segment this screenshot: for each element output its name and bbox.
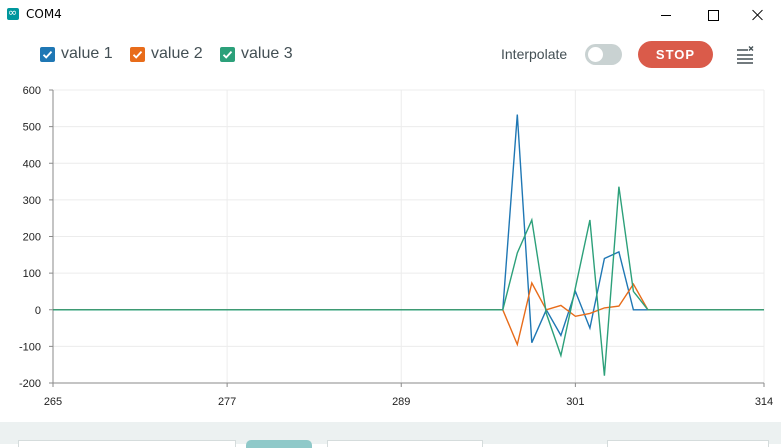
- series-line-value-2: [53, 281, 764, 347]
- close-icon: [752, 9, 764, 21]
- legend-value-2[interactable]: value 2: [130, 45, 203, 63]
- stop-button[interactable]: STOP: [638, 41, 713, 68]
- checkbox-value-1[interactable]: [40, 46, 55, 62]
- legend-value-1[interactable]: value 1: [40, 45, 113, 63]
- y-tick-label: 100: [23, 268, 41, 280]
- x-tick-label: 289: [392, 396, 410, 408]
- bottom-bar: [0, 422, 781, 448]
- y-axis-ticks: 600 500 400 300 200 100 0 -100 -200: [19, 85, 53, 390]
- x-tick-label: 314: [755, 396, 773, 408]
- y-tick-label: 200: [23, 232, 41, 244]
- x-axis-ticks: 265 277 289 301 314: [44, 383, 773, 408]
- interpolate-label: Interpolate: [501, 46, 568, 62]
- x-tick-label: 265: [44, 396, 62, 408]
- y-tick-label: -100: [19, 341, 41, 353]
- interpolate-toggle[interactable]: [585, 44, 622, 65]
- maximize-icon: [707, 9, 719, 21]
- minimize-icon: [661, 14, 671, 16]
- y-tick-label: 300: [23, 195, 41, 207]
- legend-value-3[interactable]: value 3: [220, 45, 293, 63]
- y-tick-label: 0: [35, 305, 41, 317]
- window-title: COM4: [26, 7, 62, 21]
- checkbox-value-3[interactable]: [220, 46, 235, 62]
- y-tick-label: 400: [23, 158, 41, 170]
- legend-label: value 3: [241, 45, 293, 62]
- x-tick-label: 277: [218, 396, 236, 408]
- checkbox-value-2[interactable]: [130, 46, 145, 62]
- toggle-knob: [588, 47, 603, 62]
- title-bar: COM4: [0, 0, 781, 30]
- y-tick-label: -200: [19, 378, 41, 390]
- arduino-icon: [7, 5, 19, 21]
- legend-label: value 2: [151, 45, 203, 62]
- x-tick-label: 301: [566, 396, 584, 408]
- chart-grid: [52, 89, 765, 384]
- legend-label: value 1: [61, 45, 113, 62]
- y-tick-label: 500: [23, 122, 41, 134]
- line-chart: 600 500 400 300 200 100 0 -100 -200 265 277 289 301…: [19, 85, 773, 408]
- clear-output-icon[interactable]: [735, 45, 755, 65]
- maximize-button[interactable]: [690, 0, 736, 30]
- series-line-value-3: [53, 186, 764, 376]
- y-tick-label: 600: [23, 85, 41, 97]
- close-button[interactable]: [735, 0, 781, 30]
- chart-series: [53, 114, 764, 376]
- minimize-button[interactable]: [643, 0, 689, 30]
- send-button[interactable]: [246, 440, 312, 448]
- series-line-value-1: [53, 114, 764, 343]
